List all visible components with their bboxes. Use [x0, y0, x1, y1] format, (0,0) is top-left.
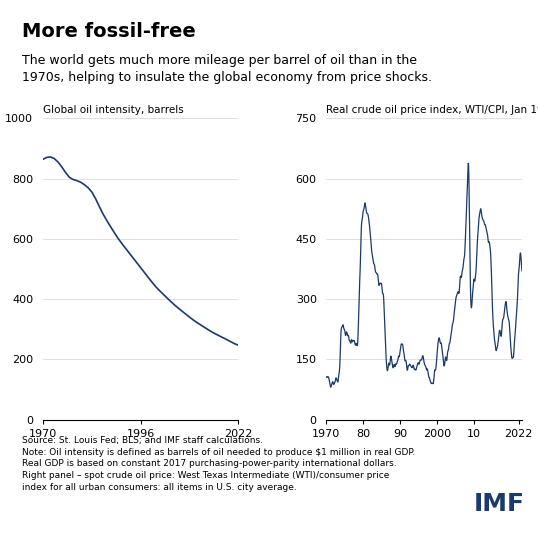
Text: Real crude oil price index, WTI/CPI, Jan 1970=100: Real crude oil price index, WTI/CPI, Jan…	[327, 105, 538, 115]
Text: IMF: IMF	[473, 492, 525, 516]
Text: Global oil intensity, barrels: Global oil intensity, barrels	[43, 105, 184, 115]
Text: More fossil-free: More fossil-free	[22, 22, 195, 40]
Text: Source: St. Louis Fed; BLS; and IMF staff calculations.
Note: Oil intensity is d: Source: St. Louis Fed; BLS; and IMF staf…	[22, 436, 415, 492]
Text: The world gets much more mileage per barrel of oil than in the
1970s, helping to: The world gets much more mileage per bar…	[22, 54, 431, 84]
